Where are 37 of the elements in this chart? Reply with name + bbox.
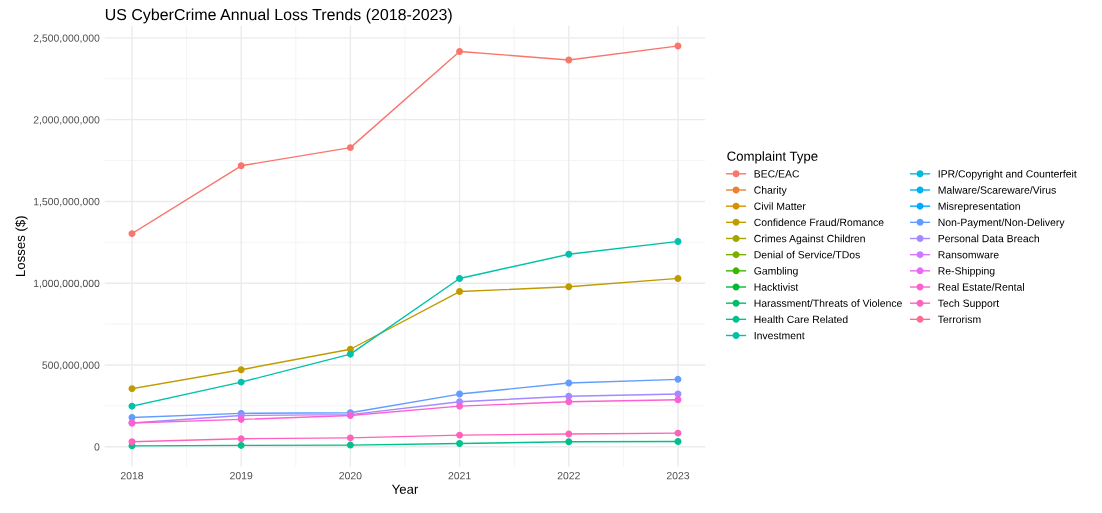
- legend-label: Re-Shipping: [938, 266, 995, 277]
- y-tick-label: 0: [94, 443, 100, 451]
- x-tick-label: 2020: [339, 471, 362, 480]
- legend-label: Misrepresentation: [938, 202, 1020, 212]
- x-tick-label: 2023: [666, 471, 690, 480]
- legend-label: Tech Support: [938, 299, 1000, 309]
- y-tick-label: 2,500,000,000: [33, 34, 100, 44]
- x-tick-label: 2021: [448, 471, 471, 480]
- legend-label: Confidence Fraud/Romance: [754, 218, 884, 227]
- legend-label: Investment: [754, 331, 805, 340]
- x-tick-label: 2019: [230, 471, 253, 480]
- y-axis-title: Losses ($): [15, 216, 28, 276]
- y-tick-label: 1,000,000,000: [34, 279, 100, 289]
- y-tick-label: 500,000,000: [42, 361, 100, 371]
- legend-label: Civil Matter: [754, 202, 806, 210]
- legend-label: Denial of Service/TDos: [754, 250, 860, 259]
- legend-label: Crimes Against Children: [754, 234, 865, 245]
- legend-label: Hacktivist: [754, 283, 799, 291]
- legend-label: Real Estate/Rental: [938, 283, 1024, 291]
- chart-title: US CyberCrime Annual Loss Trends (2018-2023): [105, 8, 452, 24]
- y-tick-label: 2,000,000,000: [33, 116, 100, 125]
- legend-label: BEC/EAC: [754, 169, 800, 178]
- legend-label: Malware/Scareware/Virus: [938, 186, 1056, 194]
- legend-label: Health Care Related: [754, 315, 848, 324]
- y-tick-label: 1,500,000,000: [34, 197, 100, 207]
- legend-label: Terrorism: [938, 315, 981, 324]
- x-tick-label: 2018: [120, 471, 144, 480]
- legend-label: Non-Payment/Non-Delivery: [938, 218, 1065, 229]
- legend-label: Charity: [754, 186, 787, 196]
- legend-label: Harassment/Threats of Violence: [754, 299, 902, 307]
- legend-label: Personal Data Breach: [938, 234, 1039, 243]
- x-axis-title: Year: [391, 484, 419, 494]
- legend-label: IPR/Copyright and Counterfeit: [938, 169, 1077, 180]
- legend-label: Gambling: [754, 266, 798, 277]
- legend-title: Complaint Type: [727, 151, 818, 164]
- legend-label: Ransomware: [938, 251, 999, 259]
- x-tick-label: 2022: [557, 471, 580, 480]
